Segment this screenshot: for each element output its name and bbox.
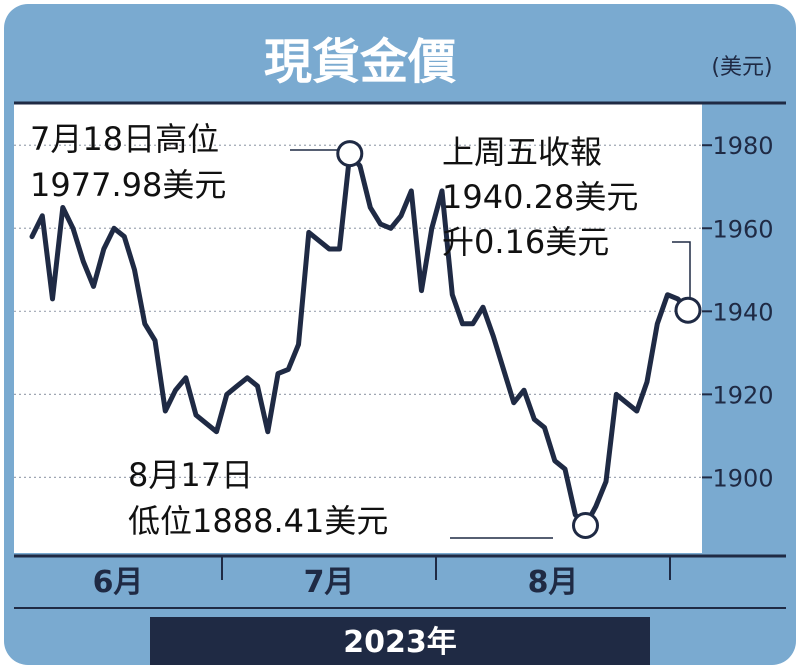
plot-panel [14, 103, 702, 553]
last-annotation-title: 上周五收報 [442, 133, 602, 171]
low-annotation-date: 8月17日 [128, 456, 253, 494]
low-point-marker [572, 512, 599, 539]
month-label-june: 6月 [93, 565, 144, 600]
low-annotation-value: 低位1888.41美元 [128, 502, 388, 540]
y-tick-label: 1980 [712, 132, 773, 160]
year-bar [150, 617, 650, 665]
year-label: 2023年 [343, 625, 457, 660]
y-tick-label: 1940 [712, 298, 773, 326]
y-axis-ticks: 1900 1920 1940 1960 1980 [702, 132, 774, 492]
high-annotation-date: 7月18日高位 [30, 120, 219, 158]
last-annotation-change: 升0.16美元 [442, 223, 609, 261]
y-tick-label: 1920 [712, 381, 773, 409]
chart-title: 現貨金價 [264, 34, 456, 90]
last-point-marker [674, 296, 702, 324]
last-leader-line [672, 241, 691, 300]
y-tick-label: 1960 [712, 215, 773, 243]
month-label-august: 8月 [528, 565, 579, 600]
month-label-july: 7月 [304, 565, 355, 600]
last-annotation-value: 1940.28美元 [442, 178, 638, 216]
y-tick-label: 1900 [712, 464, 773, 492]
unit-label: (美元) [711, 55, 772, 80]
high-annotation-value: 1977.98美元 [30, 166, 226, 204]
high-point-marker [336, 140, 364, 168]
